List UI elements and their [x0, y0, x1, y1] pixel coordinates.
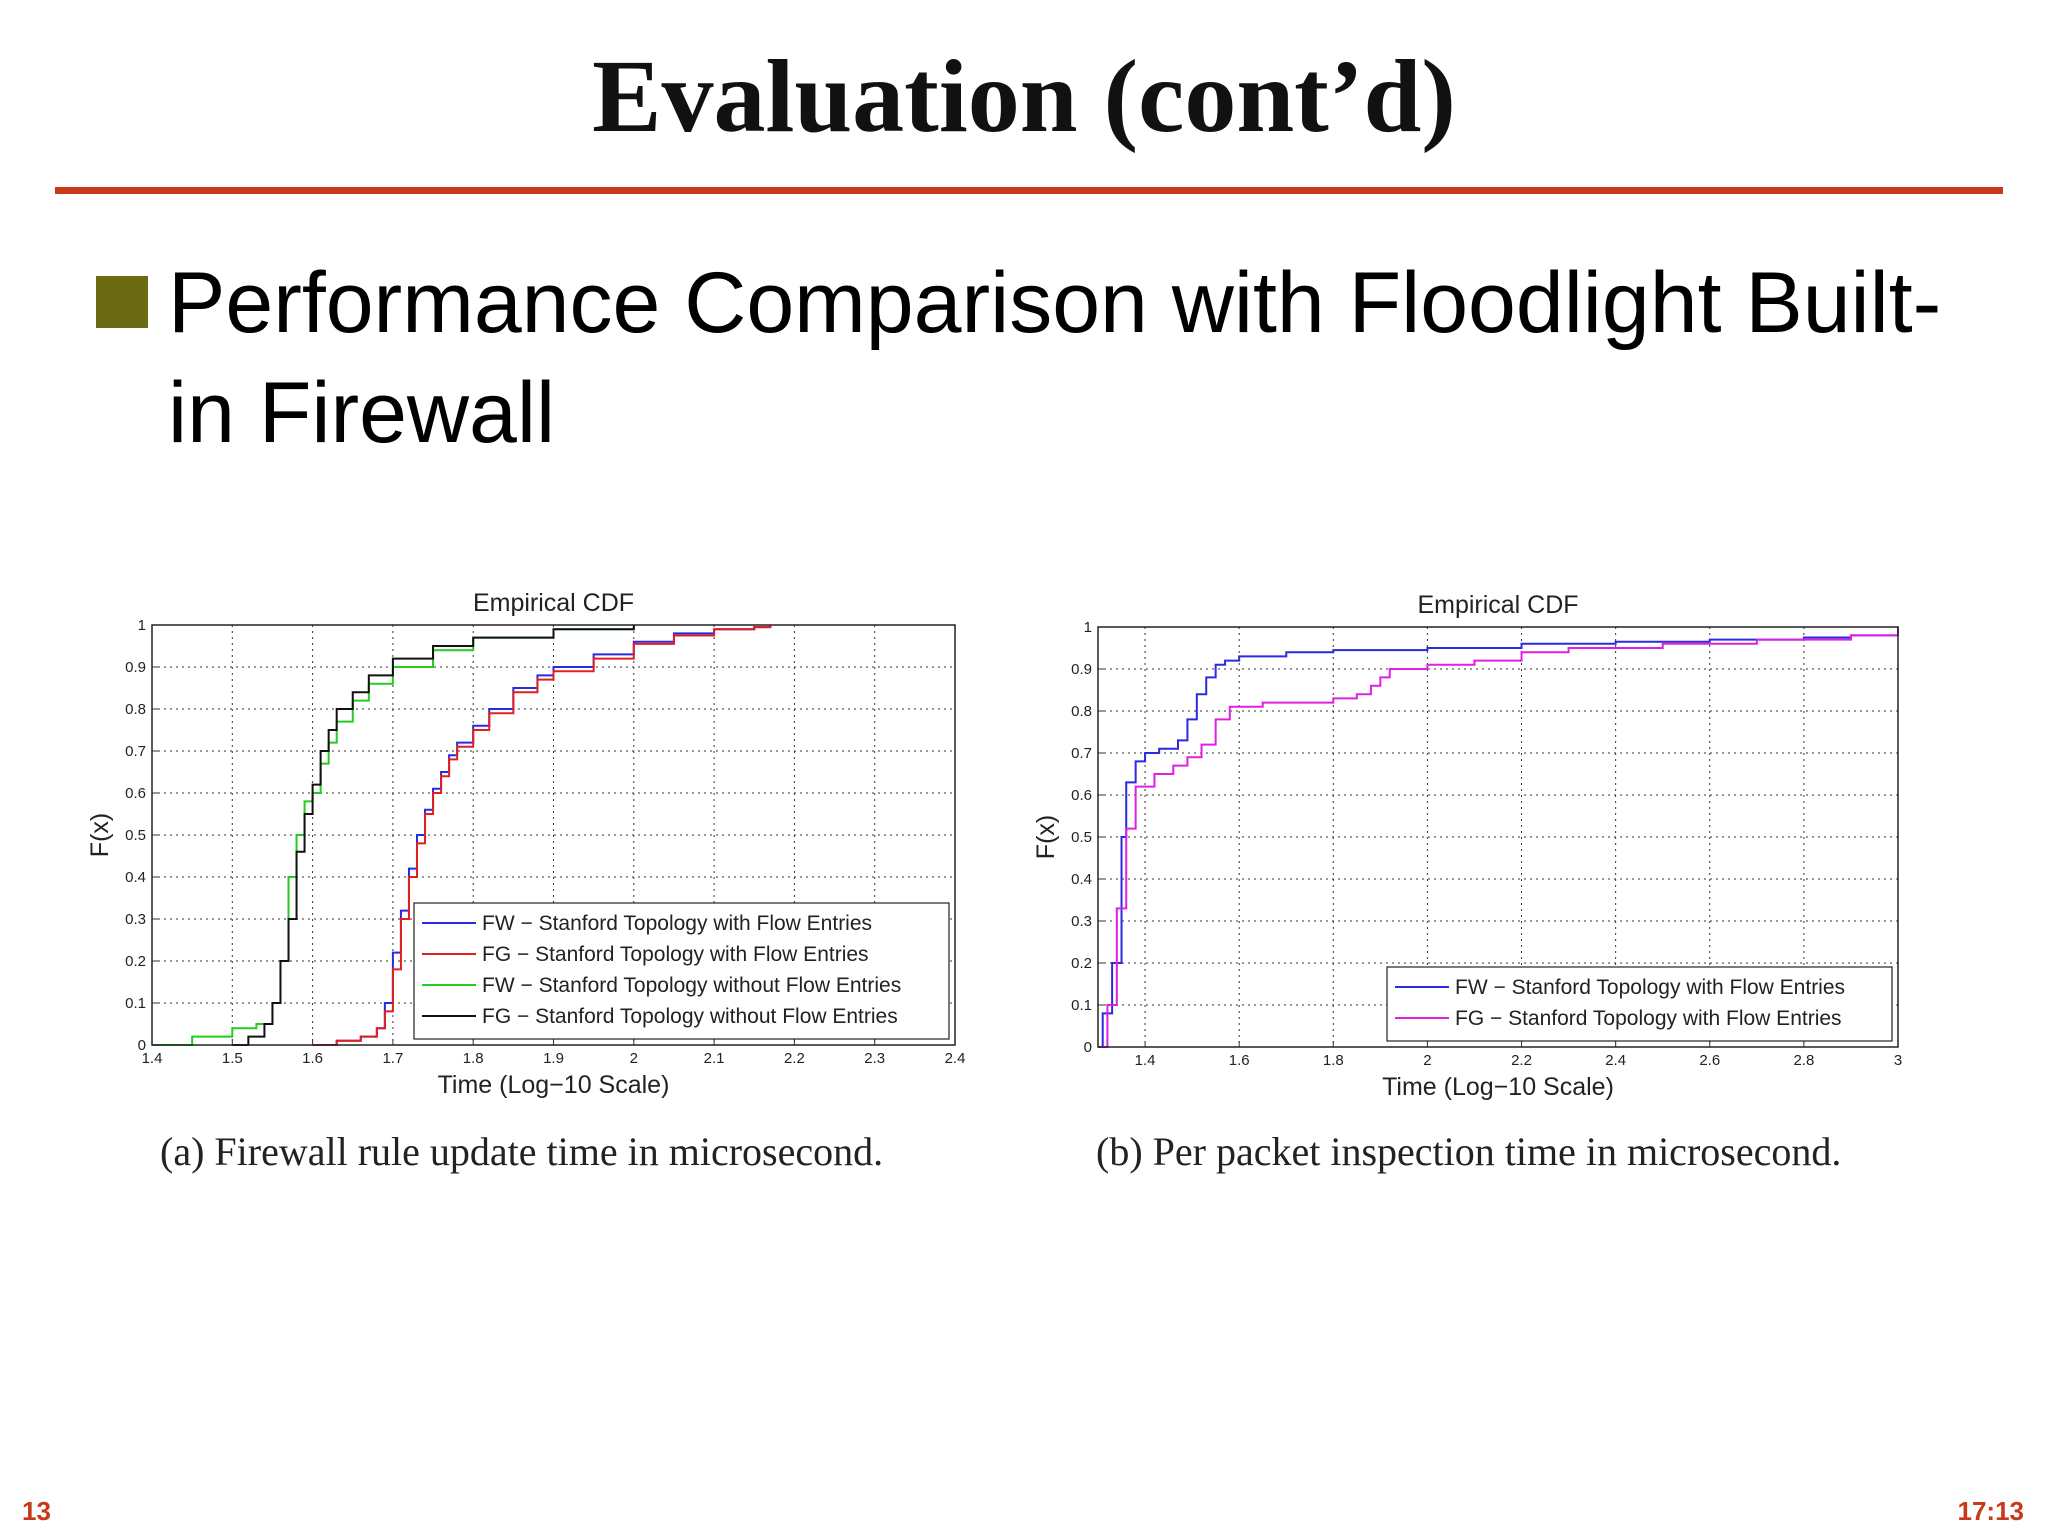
- x-tick-label: 2: [1423, 1052, 1431, 1069]
- legend-label: FG − Stanford Topology without Flow Entr…: [482, 1005, 898, 1028]
- x-tick-label: 2.8: [1793, 1052, 1814, 1069]
- legend-label: FG − Stanford Topology with Flow Entries: [482, 943, 869, 966]
- y-tick-label: 0.4: [1071, 871, 1092, 888]
- chart-b: 1.4 1.6 1.8 2 2.2 2.4 2.6 2.8 3 0 0.1 0.2 0.3 0.4 0.5 0…: [1032, 591, 1902, 1101]
- x-tick-label: 2.6: [1699, 1052, 1720, 1069]
- x-tick-label: 2.2: [784, 1050, 805, 1067]
- x-tick-label: 2.3: [864, 1050, 885, 1067]
- plot-frame: [151, 624, 956, 1046]
- y-tick-label: 0.6: [125, 785, 146, 802]
- x-tick-label: 1.9: [543, 1050, 564, 1067]
- y-tick-label: 0: [1084, 1039, 1092, 1056]
- series-line-1: [312, 625, 772, 1046]
- legend-label: FG − Stanford Topology with Flow Entries: [1455, 1007, 1842, 1030]
- x-tick-label: 1.6: [302, 1050, 323, 1067]
- x-tick-label: 1.4: [142, 1050, 163, 1067]
- x-tick-label: 3: [1894, 1052, 1902, 1069]
- legend-label: FW − Stanford Topology without Flow Entr…: [482, 974, 901, 997]
- series-line-2: [1098, 627, 1899, 1048]
- y-tick-label: 0.9: [125, 659, 146, 676]
- x-axis-label: Time (Log−10 Scale): [438, 1071, 670, 1099]
- bullet-text: Performance Comparison with Floodlight B…: [168, 255, 1942, 461]
- y-tick-label: 0.5: [125, 827, 146, 844]
- x-axis-label: Time (Log−10 Scale): [1382, 1073, 1614, 1101]
- legend-label: FW − Stanford Topology with Flow Entries: [1455, 976, 1845, 999]
- x-tick-label: 2.2: [1511, 1052, 1532, 1069]
- y-tick-label: 0.7: [125, 743, 146, 760]
- y-tick-label: 0: [138, 1037, 146, 1054]
- chart-a: 1.4 1.5 1.6 1.7 1.8 1.9 2 2.1 2.2 2.3 2.4 0 0.1 0.2 0.…: [86, 589, 966, 1099]
- chart-title: Empirical CDF: [1417, 591, 1578, 619]
- title-rule: [55, 187, 2003, 194]
- y-tick-label: 0.6: [1071, 787, 1092, 804]
- bullet-square-icon: [96, 276, 148, 328]
- y-tick-label: 0.1: [125, 995, 146, 1012]
- slide-time: 17:13: [1957, 1496, 2025, 1526]
- x-tick-label: 1.8: [1323, 1052, 1344, 1069]
- legend-label: FW − Stanford Topology with Flow Entries: [482, 912, 872, 935]
- y-tick-label: 0.4: [125, 869, 146, 886]
- plot-frame: [1097, 626, 1899, 1048]
- y-tick-label: 0.8: [125, 701, 146, 718]
- y-tick-label: 0.9: [1071, 661, 1092, 678]
- y-tick-label: 0.3: [125, 911, 146, 928]
- y-tick-label: 0.2: [125, 953, 146, 970]
- y-tick-label: 0.8: [1071, 703, 1092, 720]
- x-tick-label: 1.7: [382, 1050, 403, 1067]
- x-tick-label: 1.6: [1229, 1052, 1250, 1069]
- x-tick-label: 1.5: [222, 1050, 243, 1067]
- x-tick-label: 2: [630, 1050, 638, 1067]
- x-tick-label: 2.4: [1605, 1052, 1626, 1069]
- legend-box: [1386, 966, 1893, 1042]
- y-axis-label: F(x): [1032, 815, 1060, 859]
- slide-title: Evaluation (cont’d): [592, 39, 1456, 154]
- x-tick-label: 2.4: [945, 1050, 966, 1067]
- y-tick-label: 0.7: [1071, 745, 1092, 762]
- series-line-1: [1098, 627, 1899, 1048]
- series-line-4: [232, 625, 635, 1046]
- y-tick-label: 0.2: [1071, 955, 1092, 972]
- y-tick-label: 0.3: [1071, 913, 1092, 930]
- y-tick-label: 0.1: [1071, 997, 1092, 1014]
- x-tick-label: 1.4: [1135, 1052, 1156, 1069]
- legend-box: [413, 902, 950, 1040]
- chart-title: Empirical CDF: [473, 589, 634, 617]
- page-number: 13: [22, 1496, 51, 1526]
- series-line-2: [312, 625, 772, 1046]
- y-tick-label: 1: [1084, 619, 1092, 636]
- caption-a: (a) Firewall rule update time in microse…: [160, 1129, 884, 1174]
- x-tick-label: 2.1: [704, 1050, 725, 1067]
- y-tick-label: 0.5: [1071, 829, 1092, 846]
- x-tick-label: 1.8: [463, 1050, 484, 1067]
- y-tick-label: 1: [138, 617, 146, 634]
- y-axis-label: F(x): [86, 813, 114, 857]
- caption-b: (b) Per packet inspection time in micros…: [1096, 1129, 1842, 1174]
